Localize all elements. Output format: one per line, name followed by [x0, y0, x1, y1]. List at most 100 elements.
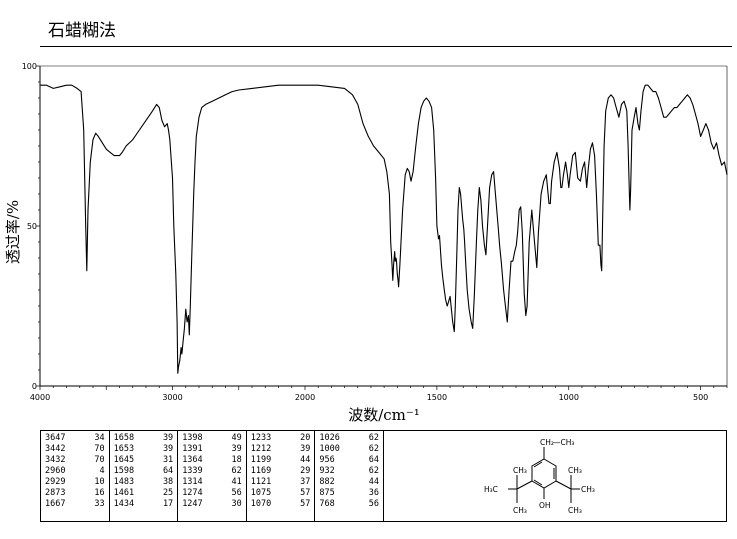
peak-wavenumber: 768 — [319, 499, 335, 509]
peak-row: 1483 38 — [114, 477, 174, 488]
peak-wavenumber: 1121 — [250, 477, 272, 487]
peak-wavenumber: 875 — [319, 488, 335, 498]
peak-row: 1645 31 — [114, 455, 174, 466]
peak-wavenumber: 3432 — [45, 455, 66, 465]
peak-wavenumber: 932 — [319, 466, 335, 476]
peak-wavenumber: 1658 — [113, 433, 135, 443]
peak-wavenumber: 1364 — [182, 455, 203, 465]
peak-wavenumber: 1434 — [113, 499, 135, 509]
peak-row: 1658 39 — [114, 433, 174, 444]
peak-row: 1026 62 — [319, 433, 379, 444]
peak-transmittance: 70 — [94, 444, 105, 454]
peak-wavenumber: 1070 — [250, 499, 272, 509]
hydroxyl-label: OH — [539, 501, 551, 510]
benzene-ring — [531, 458, 557, 489]
peak-row: 1070 57 — [251, 499, 311, 510]
peak-wavenumber: 956 — [319, 455, 335, 465]
left-ch3-top-label: CH₃ — [513, 466, 527, 475]
peak-wavenumber: 1075 — [250, 488, 272, 498]
peak-wavenumber: 1274 — [182, 488, 203, 498]
peak-row: 1461 25 — [114, 488, 174, 499]
peak-transmittance: 57 — [300, 488, 311, 498]
peak-row: 1075 57 — [251, 488, 311, 499]
x-tick-label: 4000 — [30, 393, 50, 402]
peak-wavenumber: 1247 — [182, 499, 203, 509]
ethyl-ch2-label: CH₂ — [540, 438, 554, 447]
peak-transmittance: 44 — [300, 455, 311, 465]
peak-row: 1653 39 — [114, 444, 174, 455]
peak-wavenumber: 1667 — [45, 499, 66, 509]
peak-row: 882 44 — [319, 477, 379, 488]
peak-transmittance: 31 — [162, 455, 174, 465]
peak-transmittance: 4 — [99, 466, 105, 476]
peak-wavenumber: 2929 — [45, 477, 66, 487]
peak-transmittance: 70 — [94, 455, 105, 465]
right-ch3-right-label: CH₃ — [581, 485, 595, 494]
peak-wavenumber: 1026 — [319, 433, 340, 443]
peak-row: 1364 18 — [182, 455, 242, 466]
peak-transmittance: 62 — [231, 466, 242, 476]
y-tick-label: 0 — [32, 382, 37, 391]
peak-wavenumber: 1199 — [250, 455, 272, 465]
peak-row: 1667 33 — [45, 499, 105, 510]
peak-row: 3432 70 — [45, 455, 105, 466]
peak-transmittance: 20 — [300, 433, 311, 443]
peak-transmittance: 33 — [94, 499, 105, 509]
peak-row: 3442 70 — [45, 444, 105, 455]
x-axis-ticks: 4000 3000 2000 1500 1000 500 — [30, 393, 708, 402]
peak-row: 875 36 — [319, 488, 379, 499]
x-tick-label: 1000 — [559, 393, 579, 402]
spectrum-title: 石蜡糊法 — [48, 21, 116, 41]
peak-transmittance: 49 — [231, 433, 242, 443]
peak-row: 1199 44 — [251, 455, 311, 466]
peak-wavenumber: 1598 — [113, 466, 135, 476]
peak-wavenumber: 1398 — [182, 433, 203, 443]
peak-wavenumber: 3442 — [45, 444, 66, 454]
peak-transmittance: 64 — [368, 455, 379, 465]
peak-row: 1233 20 — [251, 433, 311, 444]
peak-row: 1598 64 — [114, 466, 174, 477]
peak-transmittance: 16 — [94, 488, 105, 498]
peak-row: 1391 39 — [182, 444, 242, 455]
peak-transmittance: 34 — [94, 433, 105, 443]
peak-transmittance: 41 — [231, 477, 242, 487]
peak-column: 1026 62 1000 62 956 64 932 62 882 44 875 36 768 56 — [315, 431, 383, 521]
peak-row: 932 62 — [319, 466, 379, 477]
peak-wavenumber: 1212 — [250, 444, 272, 454]
peak-transmittance: 44 — [368, 477, 379, 487]
peak-wavenumber: 1391 — [182, 444, 203, 454]
peak-wavenumber: 1000 — [319, 444, 340, 454]
peak-transmittance: 30 — [231, 499, 242, 509]
peak-transmittance: 36 — [368, 488, 379, 498]
y-tick-label: 50 — [27, 222, 37, 231]
title-divider — [40, 46, 732, 47]
peak-transmittance: 39 — [162, 444, 174, 454]
peak-row: 956 64 — [319, 455, 379, 466]
peak-wavenumber: 1169 — [250, 466, 272, 476]
x-tick-label: 3000 — [162, 393, 182, 402]
peak-transmittance: 38 — [162, 477, 174, 487]
peak-transmittance: 56 — [231, 488, 242, 498]
peak-wavenumber: 3647 — [45, 433, 66, 443]
peak-row: 1212 39 — [251, 444, 311, 455]
peak-transmittance: 25 — [162, 488, 174, 498]
peak-column: 1398 49 1391 39 1364 18 1339 62 1314 41 1274 56 1247… — [178, 431, 247, 521]
peak-wavenumber: 1483 — [113, 477, 135, 487]
peak-wavenumber: 1645 — [113, 455, 135, 465]
left-ch3-bottom-label: CH₃ — [513, 506, 527, 515]
peak-table: 3647 34 3442 70 3432 70 2960 4 2929 10 2873 16 1667 3… — [40, 430, 384, 522]
ethyl-ch3-label: —CH₃ — [553, 438, 574, 447]
peak-wavenumber: 1339 — [182, 466, 203, 476]
x-tick-label: 2000 — [295, 393, 315, 402]
peak-row: 1247 30 — [182, 499, 242, 510]
peak-row: 1169 29 — [251, 466, 311, 477]
peak-row: 1274 56 — [182, 488, 242, 499]
peak-transmittance: 56 — [368, 499, 379, 509]
x-tick-label: 500 — [693, 393, 708, 402]
peak-row: 3647 34 — [45, 433, 105, 444]
peak-wavenumber: 2960 — [45, 466, 66, 476]
peak-column: 1658 39 1653 39 1645 31 1598 64 1483 38 1461 25 1434… — [110, 431, 179, 521]
peak-row: 768 56 — [319, 499, 379, 510]
peak-transmittance: 62 — [368, 433, 379, 443]
